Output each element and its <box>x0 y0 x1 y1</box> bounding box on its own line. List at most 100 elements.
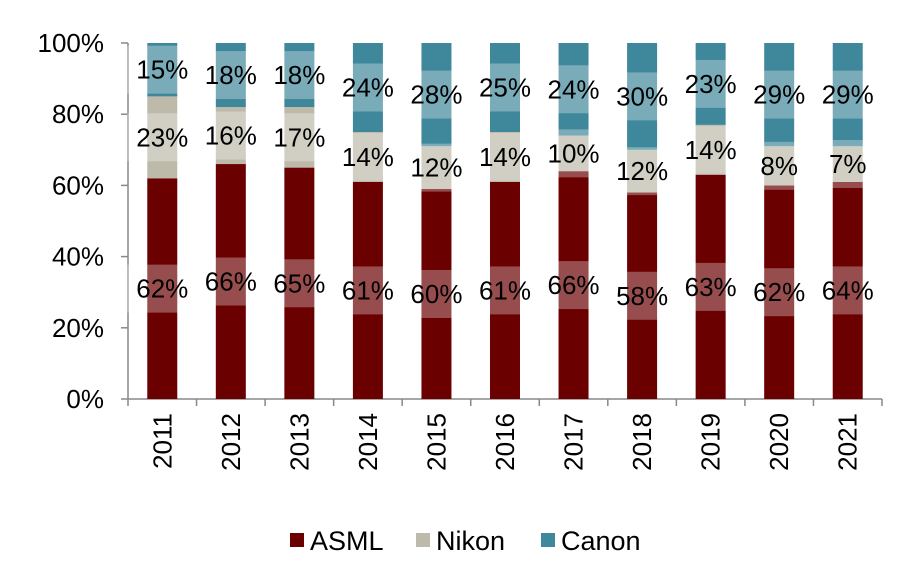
bar-canon-2013 <box>284 43 315 108</box>
bar-canon-2012 <box>215 43 246 108</box>
data-label-canon-2016: 25% <box>479 73 531 103</box>
data-label-canon-2015: 28% <box>410 80 462 110</box>
data-label-asml-2021: 64% <box>822 275 874 305</box>
x-tick-label-2020: 2020 <box>764 413 794 471</box>
legend-swatch-nikon <box>416 533 430 547</box>
data-label-bg <box>264 51 335 100</box>
data-label-asml-2019: 63% <box>685 272 737 302</box>
data-label-canon-2012: 18% <box>205 60 257 90</box>
bar-nikon-2011 <box>147 96 178 179</box>
data-label-nikon-2016: 14% <box>479 142 531 172</box>
bar-asml-2015 <box>421 188 452 399</box>
y-tick-label: 20% <box>52 313 104 343</box>
data-label-canon-2011: 15% <box>136 55 188 85</box>
bar-canon-2020 <box>764 43 795 147</box>
data-label-bg <box>607 271 678 320</box>
y-tick-label: 80% <box>52 99 104 129</box>
data-label-bg <box>470 63 540 112</box>
data-label-bg <box>264 113 335 162</box>
bar-nikon-2018 <box>627 149 658 193</box>
bar-nikon-2012 <box>215 107 246 165</box>
data-label-bg <box>744 268 815 317</box>
data-label-bg <box>675 262 746 311</box>
x-tick-label-2011: 2011 <box>147 413 177 469</box>
data-label-bg <box>332 132 403 181</box>
bar-nikon-2014 <box>352 132 383 182</box>
data-label-asml-2017: 66% <box>548 270 600 300</box>
data-label-canon-2021: 29% <box>822 80 874 110</box>
data-label-nikon-2021: 7% <box>829 149 867 179</box>
x-tick-label-2018: 2018 <box>627 413 657 471</box>
data-label-bg <box>470 266 540 315</box>
data-label-bg <box>127 45 198 94</box>
y-tick-label: 100% <box>38 28 105 58</box>
bar-asml-2018 <box>627 192 658 399</box>
x-tick-label-2017: 2017 <box>559 413 589 471</box>
x-tick-label-2016: 2016 <box>490 413 520 471</box>
data-label-bg <box>675 125 746 174</box>
bar-nikon-2015 <box>421 146 452 189</box>
data-label-bg <box>401 269 472 318</box>
bar-asml-2021 <box>832 181 863 399</box>
bar-canon-2011 <box>147 43 178 97</box>
bar-asml-2011 <box>147 178 178 399</box>
data-label-bg <box>264 259 335 308</box>
legend-item-nikon: Nikon <box>416 526 505 556</box>
data-label-bg <box>538 65 609 114</box>
data-label-nikon-2012: 16% <box>205 121 257 151</box>
data-label-bg <box>195 257 266 306</box>
data-label-bg <box>401 143 472 192</box>
data-label-bg <box>332 63 403 112</box>
x-tick-label-2019: 2019 <box>696 413 726 471</box>
data-label-bg <box>812 266 883 315</box>
bar-nikon-2016 <box>490 132 520 182</box>
bar-canon-2018 <box>627 43 658 150</box>
bar-canon-2014 <box>352 43 383 132</box>
data-label-bg <box>675 59 746 108</box>
data-label-nikon-2013: 17% <box>273 122 325 152</box>
x-tick-label-2012: 2012 <box>216 413 246 471</box>
data-label-bg <box>401 70 472 119</box>
data-label-nikon-2020: 8% <box>760 151 798 181</box>
x-tick-label-2014: 2014 <box>353 413 383 471</box>
bar-asml-2020 <box>764 185 795 399</box>
bar-canon-2019 <box>695 43 726 125</box>
legend-item-canon: Canon <box>541 526 641 556</box>
data-label-bg <box>607 147 678 196</box>
x-tick-label-2015: 2015 <box>421 413 451 471</box>
legend-label-nikon: Nikon <box>436 526 505 556</box>
bar-canon-2016 <box>490 43 520 132</box>
data-label-bg <box>538 129 609 178</box>
data-label-asml-2018: 58% <box>616 281 668 311</box>
bar-nikon-2017 <box>558 135 589 172</box>
bar-asml-2014 <box>352 181 383 399</box>
legend-swatch-asml <box>290 533 304 547</box>
data-label-bg <box>538 261 609 310</box>
legend-label-asml: ASML <box>310 526 384 556</box>
bar-nikon-2019 <box>695 124 726 175</box>
legend: ASML Nikon Canon <box>290 526 641 556</box>
data-label-bg <box>812 70 883 119</box>
data-label-bg <box>744 141 815 190</box>
bar-asml-2012 <box>215 164 246 399</box>
data-label-bg <box>744 70 815 119</box>
data-label-asml-2020: 62% <box>753 277 805 307</box>
data-label-canon-2018: 30% <box>616 81 668 111</box>
bar-nikon-2021 <box>832 146 863 182</box>
legend-swatch-canon <box>541 533 555 547</box>
data-label-nikon-2017: 10% <box>548 138 600 168</box>
bar-nikon-2020 <box>764 146 795 186</box>
bar-canon-2021 <box>832 43 863 147</box>
bar-asml-2013 <box>284 167 315 399</box>
bar-canon-2017 <box>558 43 589 136</box>
data-label-asml-2016: 61% <box>479 275 531 305</box>
axes: 0% 20% 40% 60% 80% 100% 2011 2012 2013 2014 2015 20… <box>38 28 883 471</box>
data-label-nikon-2018: 12% <box>616 156 668 186</box>
legend-label-canon: Canon <box>561 526 641 556</box>
x-tick-label-2013: 2013 <box>284 413 314 471</box>
data-label-nikon-2015: 12% <box>410 153 462 183</box>
data-label-bg <box>195 51 266 100</box>
bar-asml-2016 <box>490 181 520 399</box>
data-label-canon-2019: 23% <box>685 69 737 99</box>
